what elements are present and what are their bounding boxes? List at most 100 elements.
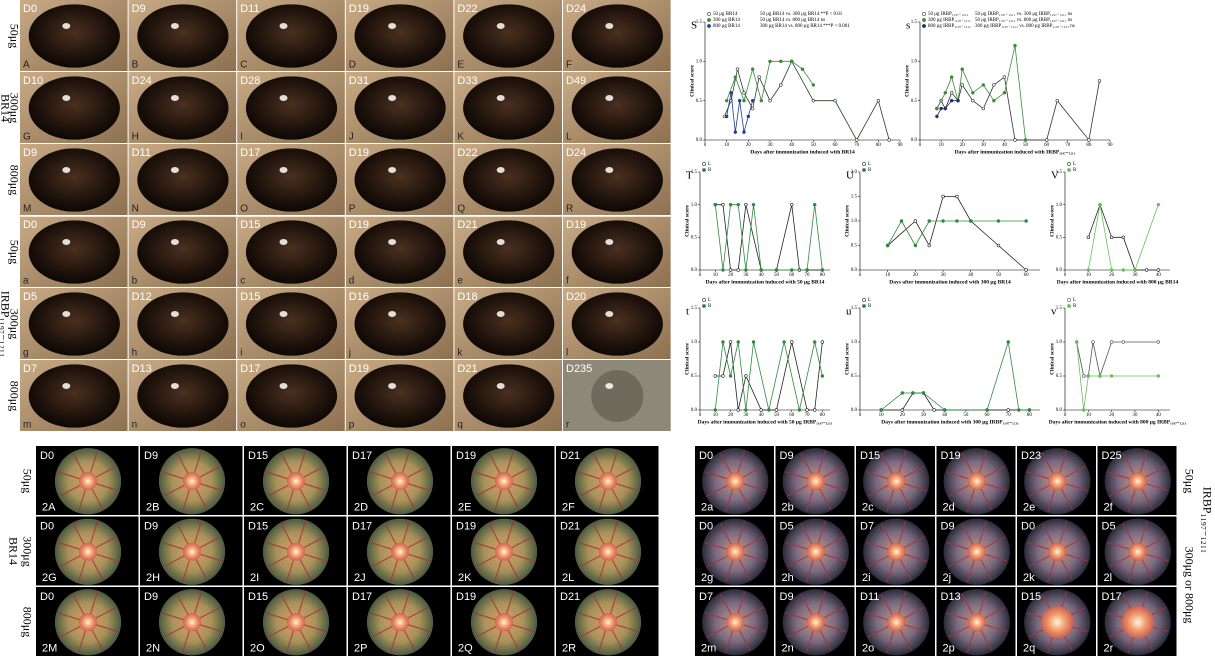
y-axis-label: Clinical score (1049, 205, 1055, 237)
point (736, 68, 739, 71)
day-label: D24 (132, 75, 152, 87)
legend-marker (707, 24, 710, 27)
point (971, 91, 974, 94)
panel-label: L (566, 132, 572, 143)
panel-label: 2Q (458, 642, 473, 654)
optic-disc (183, 613, 201, 631)
eye-highlight (605, 239, 613, 245)
eye-highlight (171, 23, 179, 29)
point (1056, 99, 1059, 102)
day-label: D9 (941, 520, 955, 532)
x-tick-label: 10 (724, 143, 730, 148)
day-label: D12 (132, 291, 152, 303)
series-line (715, 205, 822, 270)
point (729, 269, 732, 272)
day-label: D15 (860, 450, 880, 462)
point (942, 220, 945, 223)
chart-title: t (686, 306, 689, 318)
series-line (715, 205, 822, 270)
x-tick-label: 20 (728, 273, 734, 278)
x-tick-label: 40 (759, 273, 765, 278)
point (1087, 269, 1090, 272)
panel-label: I (240, 132, 243, 143)
legend-label: L (868, 298, 871, 303)
legend-label: L (868, 162, 871, 167)
point (982, 107, 985, 110)
day-label: D13 (941, 591, 961, 603)
point (901, 409, 904, 412)
point (744, 375, 747, 378)
y-tick-label: 1.5 (691, 170, 698, 175)
legend-label: 300 μg IRBP₁₁₉₇₋₁₂₁₁ (928, 18, 971, 23)
optic-disc (183, 543, 201, 561)
day-label: D9 (132, 3, 146, 15)
x-tick-label: 70 (1065, 143, 1071, 148)
day-label: D19 (941, 450, 961, 462)
panel-label: P (349, 204, 356, 215)
eye-highlight (388, 95, 396, 101)
eye-highlight (605, 311, 613, 317)
day-label: D19 (349, 3, 369, 15)
panel-label: o (240, 420, 246, 431)
x-tick-label: 30 (981, 143, 987, 148)
optic-disc (183, 472, 201, 490)
point (1110, 269, 1113, 272)
x-axis-label: Days after immunization induced with 50 … (706, 279, 825, 285)
panel-label: B (132, 60, 139, 71)
y-tick-label: 1.0 (691, 340, 698, 345)
eye-highlight (280, 167, 288, 173)
annotation: 50 μg IRBP₁₁₉₇₋₁₂₁₁ vs. 800 μg IRBP₁₁₉₇₋… (975, 18, 1072, 23)
day-label: D17 (352, 591, 372, 603)
legend-label: L (1073, 162, 1076, 167)
x-tick-label: 70 (805, 273, 811, 278)
panel-label: 2B (146, 501, 159, 513)
eye (591, 370, 643, 422)
series-line (888, 221, 1026, 246)
dose-label: 50μg (7, 240, 21, 264)
point (743, 91, 746, 94)
day-label: D15 (248, 591, 268, 603)
dose-label: 800μg (7, 381, 21, 411)
x-tick-label: 60 (789, 413, 795, 418)
point (1110, 341, 1113, 344)
y-tick-label: 0.5 (911, 99, 918, 104)
body: 50μgD0AD9BD11CD19DD22ED24F300μgD10GD24HD… (0, 0, 1215, 658)
optic-disc (79, 613, 97, 631)
y-tick-label: 1.5 (1056, 306, 1063, 311)
point (790, 60, 793, 63)
y-axis-label: Clinical score (904, 65, 910, 97)
optic-disc (887, 543, 905, 561)
optic-disc (1048, 543, 1066, 561)
eye-highlight (388, 167, 396, 173)
point (812, 84, 815, 87)
point (956, 195, 959, 198)
panel-label: 2P (354, 642, 367, 654)
eye-highlight (171, 95, 179, 101)
y-tick-label: 0.5 (1056, 235, 1063, 240)
optic-disc (726, 472, 744, 490)
optic-disc (287, 472, 305, 490)
group-label: IRBP₁₁₉₇₋₁₂₁₁ (0, 291, 12, 357)
eye-highlight (605, 23, 613, 29)
point (760, 409, 763, 412)
y-tick-label: 1.0 (1056, 340, 1063, 345)
eye (29, 4, 120, 67)
optic-disc (1129, 472, 1147, 490)
x-tick-label: 0 (699, 413, 702, 418)
x-tick-label: 10 (1086, 413, 1092, 418)
day-label: D31 (349, 75, 369, 87)
y-tick-label: 0.5 (696, 99, 703, 104)
panel-label: F (566, 60, 572, 71)
eye-highlight (171, 311, 179, 317)
x-axis-label: Days after immunization induced with 800… (1049, 419, 1187, 425)
page: Figure body { margin: 0; background: #ff… (0, 0, 1215, 658)
day-label: D24 (566, 3, 586, 15)
legend-label: R (1073, 168, 1077, 173)
day-label: D19 (456, 520, 476, 532)
panel-label: c (240, 276, 245, 287)
point (961, 84, 964, 87)
day-label: D17 (1102, 591, 1122, 603)
panel-label: j (348, 348, 351, 359)
panel-label: 2f (1104, 501, 1114, 513)
point (1157, 375, 1160, 378)
